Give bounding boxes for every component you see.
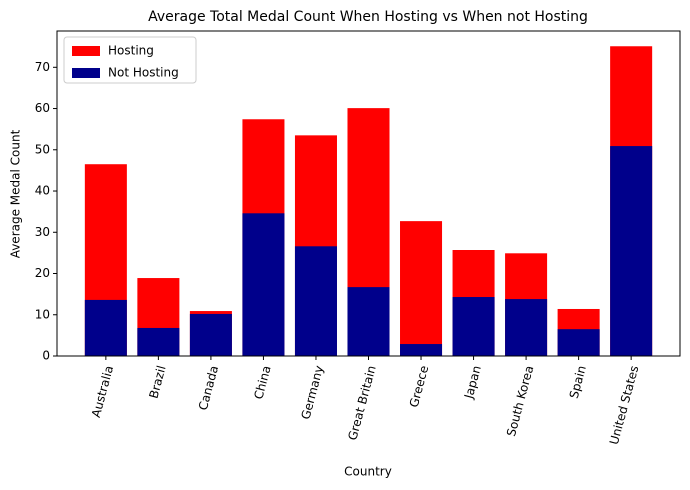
y-tick-label: 60: [35, 101, 50, 115]
y-axis-label: Average Medal Count: [9, 129, 23, 258]
y-tick-label: 50: [35, 142, 50, 156]
y-tick-label: 30: [35, 225, 50, 239]
bar: [400, 344, 443, 356]
x-tick-label: Spain: [567, 364, 589, 400]
chart-title: Average Total Medal Count When Hosting v…: [148, 9, 588, 25]
bar: [189, 313, 232, 356]
x-tick-label: China: [251, 364, 273, 401]
bar: [400, 221, 443, 356]
x-tick-label: Australia: [89, 364, 116, 419]
x-tick-label: Brazil: [146, 364, 168, 400]
x-tick-label: United States: [607, 364, 642, 446]
x-tick-label: Canada: [196, 364, 221, 412]
x-tick-label: Japan: [461, 364, 483, 401]
x-tick-label: Great Britain: [345, 364, 378, 442]
y-tick-label: 10: [35, 307, 50, 321]
legend-swatch: [72, 68, 100, 78]
y-tick-label: 40: [35, 184, 50, 198]
bar: [610, 146, 653, 356]
bar: [347, 287, 390, 356]
legend-label: Hosting: [108, 44, 154, 58]
bar: [452, 297, 495, 356]
legend-swatch: [72, 46, 100, 56]
bar: [294, 246, 337, 356]
bar: [505, 299, 548, 356]
y-tick-label: 70: [35, 60, 50, 74]
x-axis-label: Country: [344, 465, 392, 479]
bar: [137, 327, 180, 356]
bar: [557, 329, 600, 356]
y-tick-label: 20: [35, 266, 50, 280]
plot-frame: [56, 30, 681, 357]
x-tick-label: South Korea: [504, 364, 536, 438]
bar: [84, 299, 127, 356]
y-tick-label: 0: [42, 349, 50, 363]
legend-label: Not Hosting: [108, 66, 179, 80]
x-tick-label: Greece: [407, 364, 432, 409]
bar: [242, 213, 285, 356]
x-tick-label: Germany: [298, 364, 326, 421]
